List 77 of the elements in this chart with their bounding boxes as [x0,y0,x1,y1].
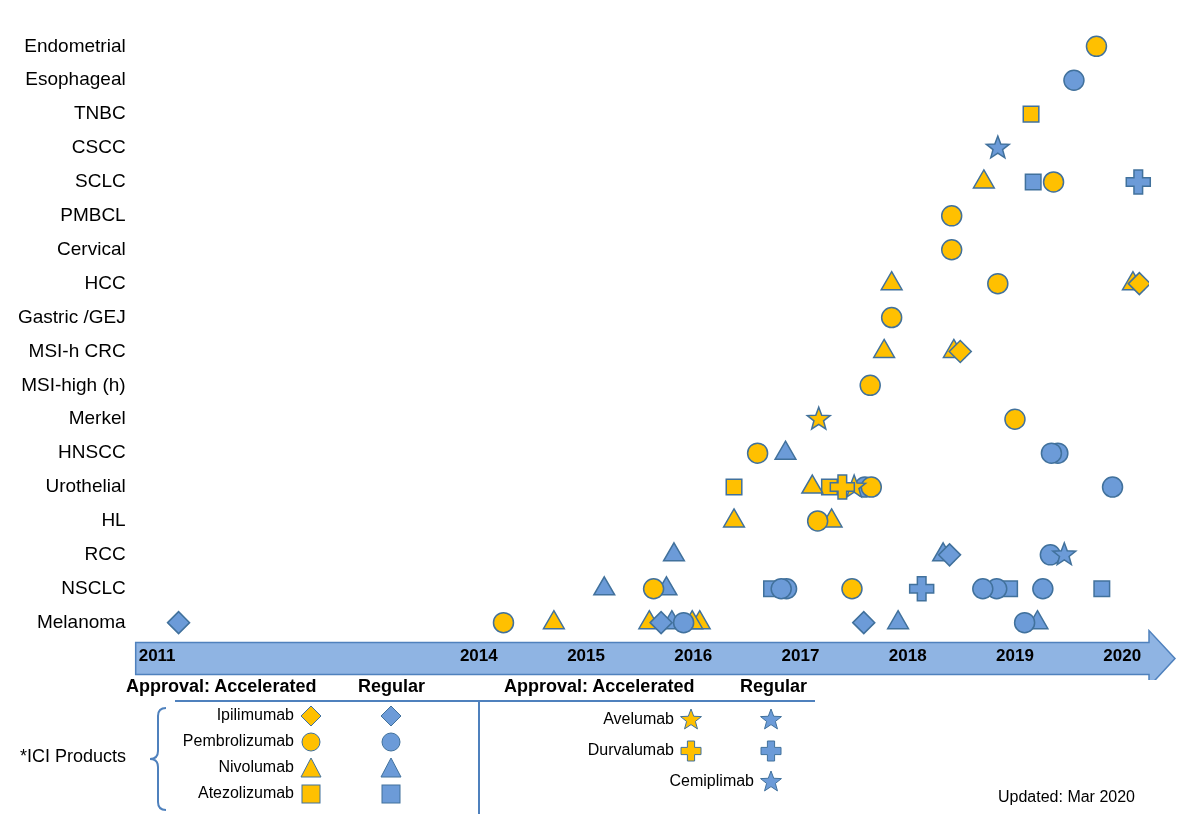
legend-label: Pembrolizumab [182,732,294,750]
point [1004,408,1026,430]
x-tick-label: 2017 [781,646,820,666]
text: Approval: Accelerated [504,676,695,696]
legend-label: Cemiplimab [669,772,754,790]
point [841,578,863,600]
point [1052,542,1077,566]
y-tick-label: MSI-high (h) [21,373,126,395]
point [829,474,856,500]
text: Regular [740,676,808,696]
point [1125,169,1152,195]
point [746,442,769,464]
y-tick-label: Esophageal [25,68,126,90]
x-tick-label: 2014 [459,646,499,666]
point [725,478,743,496]
y-tick-label: CSCC [71,136,126,158]
y-tick-label: Endometrial [24,34,126,56]
legend-label: Durvalumab [587,741,674,759]
point [1024,173,1042,191]
y-tick-label: Urothelial [45,475,126,497]
point [987,272,1009,295]
point [972,578,994,600]
point [1032,578,1054,600]
text: Updated: Mar 2020 [998,788,1135,806]
y-tick-label: PMBCL [60,204,126,226]
y-tick-label: Merkel [68,407,126,429]
point [649,610,673,635]
y-tick-label: RCC [84,543,126,565]
y-tick-label: HL [101,509,126,531]
y-tick-label: SCLC [74,170,126,192]
point [492,611,515,634]
legend-label: Nivolumab [218,758,294,776]
point [860,476,883,498]
point [770,578,792,600]
legend-label: Ipilimumab [216,706,294,724]
point [1101,476,1124,498]
point [859,374,881,397]
x-tick-label: 2020 [1103,646,1142,666]
point [1040,442,1063,464]
y-tick-label: NSCLC [61,576,126,598]
y-tick-label: HNSCC [58,441,126,463]
y-tick-label: HCC [84,271,126,293]
point [940,205,963,227]
y-tick-label: Cervical [57,237,126,259]
x-tick-label: 2016 [674,646,713,666]
y-tick-label: Gastric /GEJ [17,305,126,327]
y-tick-label: TNBC [73,102,126,124]
point [1022,105,1040,123]
point [1013,611,1036,634]
x-tick-label: 2011 [138,646,176,666]
x-tick-label: 2015 [567,646,605,666]
point [1042,171,1065,193]
legend-title: *ICI Products [20,746,127,767]
point [880,306,903,329]
legend-label: Atezolizumab [197,784,294,802]
point [948,339,973,364]
point [1063,69,1085,91]
point [166,610,191,635]
text: Approval: Accelerated [126,676,317,697]
text: Regular [358,676,426,697]
legend-label: Avelumab [603,710,674,728]
point [852,610,876,635]
point [940,239,963,261]
point [642,578,665,600]
point [908,576,935,602]
point [937,543,962,567]
point [1085,35,1108,58]
point [1093,580,1111,598]
point [672,611,695,634]
point [806,406,831,430]
point [985,135,1010,159]
y-tick-label: Melanoma [36,610,127,632]
x-tick-label: 2019 [996,646,1034,666]
point [806,510,829,532]
y-tick-label: MSI-h CRC [28,339,126,361]
x-tick-label: 2018 [888,646,927,666]
point [1127,271,1149,296]
